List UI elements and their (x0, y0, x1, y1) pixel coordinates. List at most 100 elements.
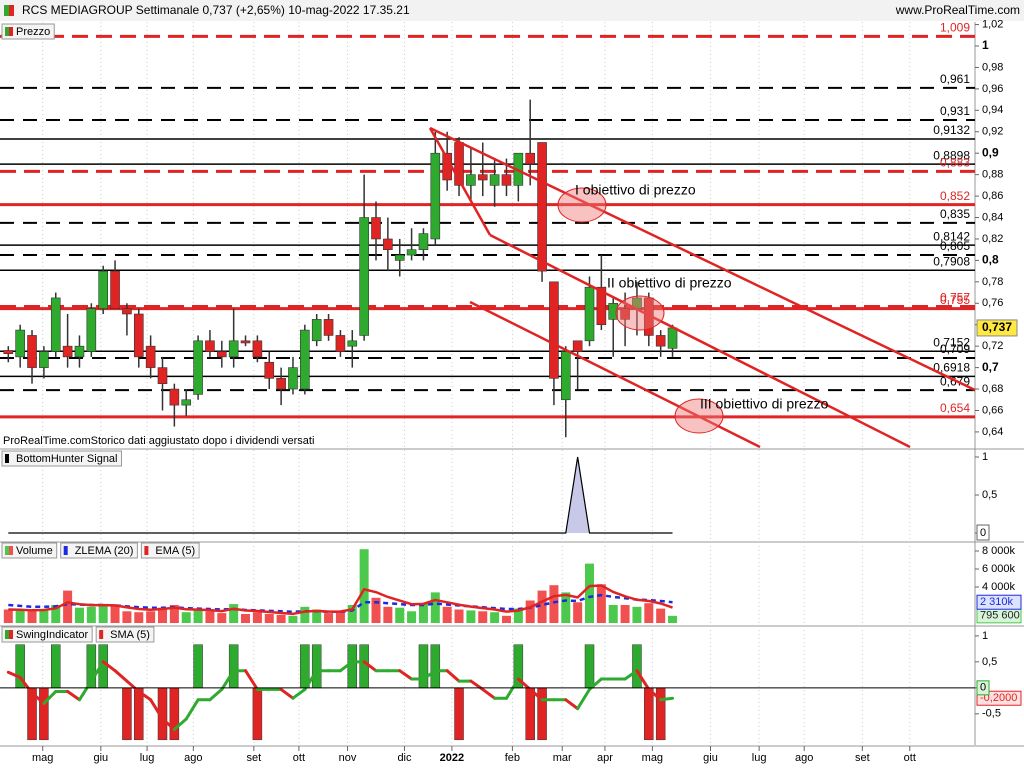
level-label: 0,654 (940, 401, 970, 415)
level-label: 1,009 (940, 21, 970, 35)
candle-body (98, 270, 108, 309)
candle-body (240, 340, 251, 344)
indicator-segment (635, 669, 651, 691)
bar (98, 605, 108, 624)
annotation: III obiettivo di prezzo (700, 396, 829, 412)
bar (561, 592, 571, 624)
bar (241, 614, 251, 624)
candle-body (501, 174, 512, 186)
bar (395, 607, 405, 624)
y-tick-label: 0,84 (982, 211, 1003, 223)
note: ProRealTime.comStorico dati aggiustato d… (3, 435, 314, 447)
bar (193, 644, 203, 689)
indicator-line (8, 584, 673, 616)
level-label: 0,8142 (933, 229, 970, 243)
bar (644, 687, 654, 741)
x-tick-label: ott (293, 752, 305, 764)
indicator-segment (421, 669, 437, 681)
target-ellipse (674, 398, 724, 434)
y-tick-label: 0,7 (982, 360, 999, 374)
bar (525, 600, 535, 624)
bar (347, 644, 358, 689)
legend-box (140, 542, 200, 559)
bar (620, 605, 630, 624)
candle-body (217, 351, 227, 358)
last-price-label: 0,737 (982, 320, 1012, 334)
bar (312, 609, 322, 624)
candle-body (394, 254, 405, 261)
y-tick-label: -0,5 (982, 708, 1001, 720)
indicator-segment (303, 669, 319, 691)
bar (122, 687, 132, 741)
x-tick-label: nov (339, 752, 357, 764)
y-tick-label: 0,64 (982, 426, 1003, 438)
bar (288, 615, 298, 624)
value-box (976, 680, 990, 696)
bar (525, 687, 535, 741)
annotation: I obiettivo di prezzo (575, 182, 696, 198)
indicator-segment (208, 687, 224, 702)
candle-body (655, 335, 666, 347)
x-tick-label: mag (32, 752, 53, 764)
candle-body (228, 340, 239, 358)
trend-lines: I obiettivo di prezzo II obiettivo di pr… (428, 126, 975, 448)
bar (549, 585, 559, 624)
panel-group (3, 549, 678, 624)
y-tick-label: 0,94 (982, 104, 1003, 116)
candle-body (157, 367, 168, 384)
candle-body (525, 152, 536, 165)
level-label: 0,852 (940, 189, 970, 203)
y-tick-label: 0,88 (982, 169, 1003, 181)
candle-body (110, 270, 120, 309)
target-ellipse (615, 295, 665, 331)
legend-label: ZLEMA (20) (75, 545, 134, 557)
candle-body (667, 327, 678, 349)
y-tick-label: 1 (982, 630, 988, 642)
indicator-segment (42, 689, 58, 705)
y-tick-label: 0,86 (982, 190, 1003, 202)
bar (442, 606, 452, 624)
candle-body (620, 308, 630, 320)
bar (27, 611, 37, 624)
bar (252, 612, 262, 624)
candle-body (86, 308, 97, 352)
candle-body (133, 313, 144, 358)
level-label: 0,8898 (933, 148, 970, 162)
indicator-segment (6, 670, 22, 679)
bar (537, 590, 547, 624)
legend-item: EMA (5) (140, 542, 200, 559)
candle-body (383, 238, 393, 250)
bar (39, 609, 49, 624)
indicator-segment (291, 687, 307, 700)
legend-item: Volume (1, 542, 58, 559)
legend-swatch (5, 27, 9, 36)
bar (110, 605, 120, 624)
value-box (976, 594, 1022, 610)
candle-body (288, 367, 298, 390)
candle-body (466, 174, 476, 186)
icon (9, 5, 14, 16)
indicator-segment (504, 677, 520, 700)
candle-body (418, 233, 429, 250)
bar (229, 604, 239, 624)
indicator-segment (66, 689, 81, 702)
indicator-segment (564, 698, 580, 711)
bar (584, 644, 595, 689)
indicator-segment (576, 687, 592, 711)
indicator-segment (528, 687, 544, 702)
legend-swatch (9, 546, 13, 555)
bar (276, 614, 286, 624)
bar (228, 644, 239, 689)
level-label: 0,961 (940, 72, 970, 86)
indicator-segment (445, 669, 461, 683)
candle-body (371, 217, 381, 240)
indicator-segment (362, 660, 378, 673)
bar (217, 613, 227, 624)
legend-label: BottomHunter Signal (16, 453, 118, 465)
candle-body (276, 378, 286, 390)
candle-body (39, 351, 49, 368)
bar (490, 612, 500, 624)
candle-body (584, 286, 595, 342)
x-tick-label: lug (140, 752, 155, 764)
candle-body (169, 388, 180, 406)
